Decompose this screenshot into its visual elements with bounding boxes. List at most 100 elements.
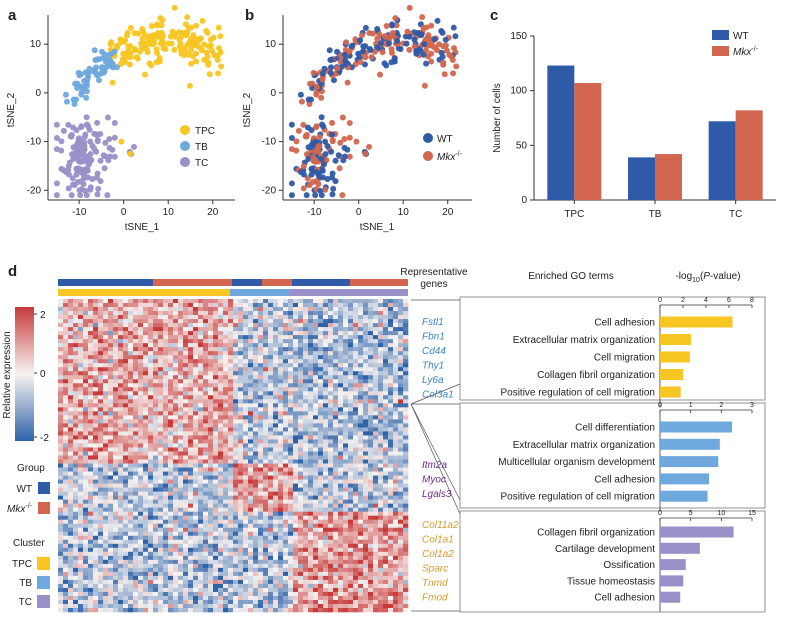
heatmap-cell — [113, 435, 119, 440]
heatmap-cell — [133, 319, 139, 324]
heatmap-cell — [293, 495, 299, 500]
heatmap-cell — [243, 299, 249, 304]
heatmap-cell — [293, 399, 299, 404]
heatmap-cell — [393, 411, 399, 416]
heatmap-cell — [278, 423, 284, 428]
heatmap-cell — [93, 379, 99, 384]
heatmap-cell — [353, 363, 359, 368]
heatmap-cell — [78, 507, 84, 512]
heatmap-cell — [268, 387, 274, 392]
heatmap-cell — [263, 327, 269, 332]
heatmap-cell — [68, 435, 74, 440]
enriched-go-header: Enriched GO terms — [528, 271, 614, 282]
heatmap-cell — [83, 519, 89, 525]
heatmap-cell — [163, 339, 169, 344]
heatmap-cell — [383, 367, 389, 372]
heatmap-cell — [193, 359, 199, 364]
heatmap-cell — [208, 479, 214, 484]
heatmap-cell — [78, 451, 84, 456]
heatmap-cell — [73, 327, 79, 332]
heatmap-cell — [208, 307, 214, 312]
heatmap-cell — [183, 395, 189, 400]
heatmap-cell — [83, 315, 89, 320]
heatmap-cell — [93, 363, 99, 368]
heatmap-cell — [353, 475, 359, 480]
heatmap-cell — [113, 427, 119, 432]
heatmap-cell — [328, 475, 334, 480]
heatmap-cell — [178, 307, 184, 312]
heatmap-cell — [213, 359, 219, 364]
heatmap-cell — [113, 447, 119, 452]
heatmap-cell — [368, 471, 374, 476]
heatmap-cell — [333, 347, 339, 352]
heatmap-cell — [218, 527, 224, 533]
heatmap-cell — [63, 515, 69, 520]
heatmap-cell — [353, 439, 359, 444]
heatmap-cell — [268, 303, 274, 308]
heatmap-cell — [383, 483, 389, 488]
scatter-point — [318, 94, 325, 101]
heatmap-cell — [228, 427, 234, 432]
heatmap-cell — [338, 443, 344, 448]
heatmap-cell — [388, 467, 394, 472]
heatmap-cell — [388, 411, 394, 416]
heatmap-cell — [263, 387, 269, 392]
heatmap-cell — [368, 375, 374, 380]
heatmap-cell — [368, 415, 374, 420]
heatmap-cell — [183, 447, 189, 452]
heatmap-cell — [178, 327, 184, 332]
heatmap-cell — [163, 379, 169, 384]
heatmap-cell — [373, 499, 379, 504]
heatmap-cell — [183, 379, 189, 384]
heatmap-cell — [268, 519, 274, 525]
heatmap-cell — [278, 351, 284, 356]
heatmap-cell — [293, 303, 299, 308]
scatter-point — [87, 138, 94, 145]
heatmap-cell — [148, 399, 154, 404]
heatmap-cell — [218, 379, 224, 384]
heatmap-cell — [293, 331, 299, 336]
heatmap-cell — [233, 379, 239, 384]
scatter-point — [334, 65, 341, 72]
heatmap-cell — [153, 407, 159, 412]
heatmap-cell — [278, 419, 284, 424]
heatmap-cell — [178, 407, 184, 412]
heatmap-cell — [203, 431, 209, 436]
heatmap-cell — [278, 375, 284, 380]
heatmap-cell — [343, 415, 349, 420]
scatter-point — [438, 27, 445, 34]
scatter-point — [176, 36, 183, 43]
heatmap-cell — [63, 531, 69, 537]
heatmap-cell — [313, 483, 319, 488]
heatmap-cell — [193, 367, 199, 372]
heatmap-cell — [173, 399, 179, 404]
heatmap-cell — [378, 391, 384, 396]
heatmap-cell — [288, 487, 294, 492]
heatmap-cell — [118, 359, 124, 364]
heatmap-cell — [268, 487, 274, 492]
heatmap-cell — [153, 511, 159, 516]
heatmap-cell — [63, 483, 69, 488]
heatmap-cell — [183, 371, 189, 376]
heatmap-cell — [253, 515, 259, 520]
heatmap-cell — [98, 483, 104, 488]
heatmap-cell — [138, 443, 144, 448]
heatmap-cell — [183, 403, 189, 408]
heatmap-cell — [143, 379, 149, 384]
scatter-point — [428, 22, 435, 29]
heatmap-cell — [293, 435, 299, 440]
heatmap-cell — [303, 483, 309, 488]
heatmap-cell — [173, 315, 179, 320]
heatmap-cell — [273, 331, 279, 336]
heatmap-cell — [323, 431, 329, 436]
heatmap-cell — [123, 463, 129, 468]
heatmap-cell — [103, 343, 109, 348]
heatmap-cell — [313, 527, 319, 533]
heatmap-cell — [243, 459, 249, 464]
scatter-point — [438, 49, 445, 56]
heatmap-cell — [128, 339, 134, 344]
heatmap-cell — [213, 527, 219, 533]
heatmap-cell — [83, 463, 89, 468]
heatmap-cell — [63, 395, 69, 400]
heatmap-cell — [143, 423, 149, 428]
